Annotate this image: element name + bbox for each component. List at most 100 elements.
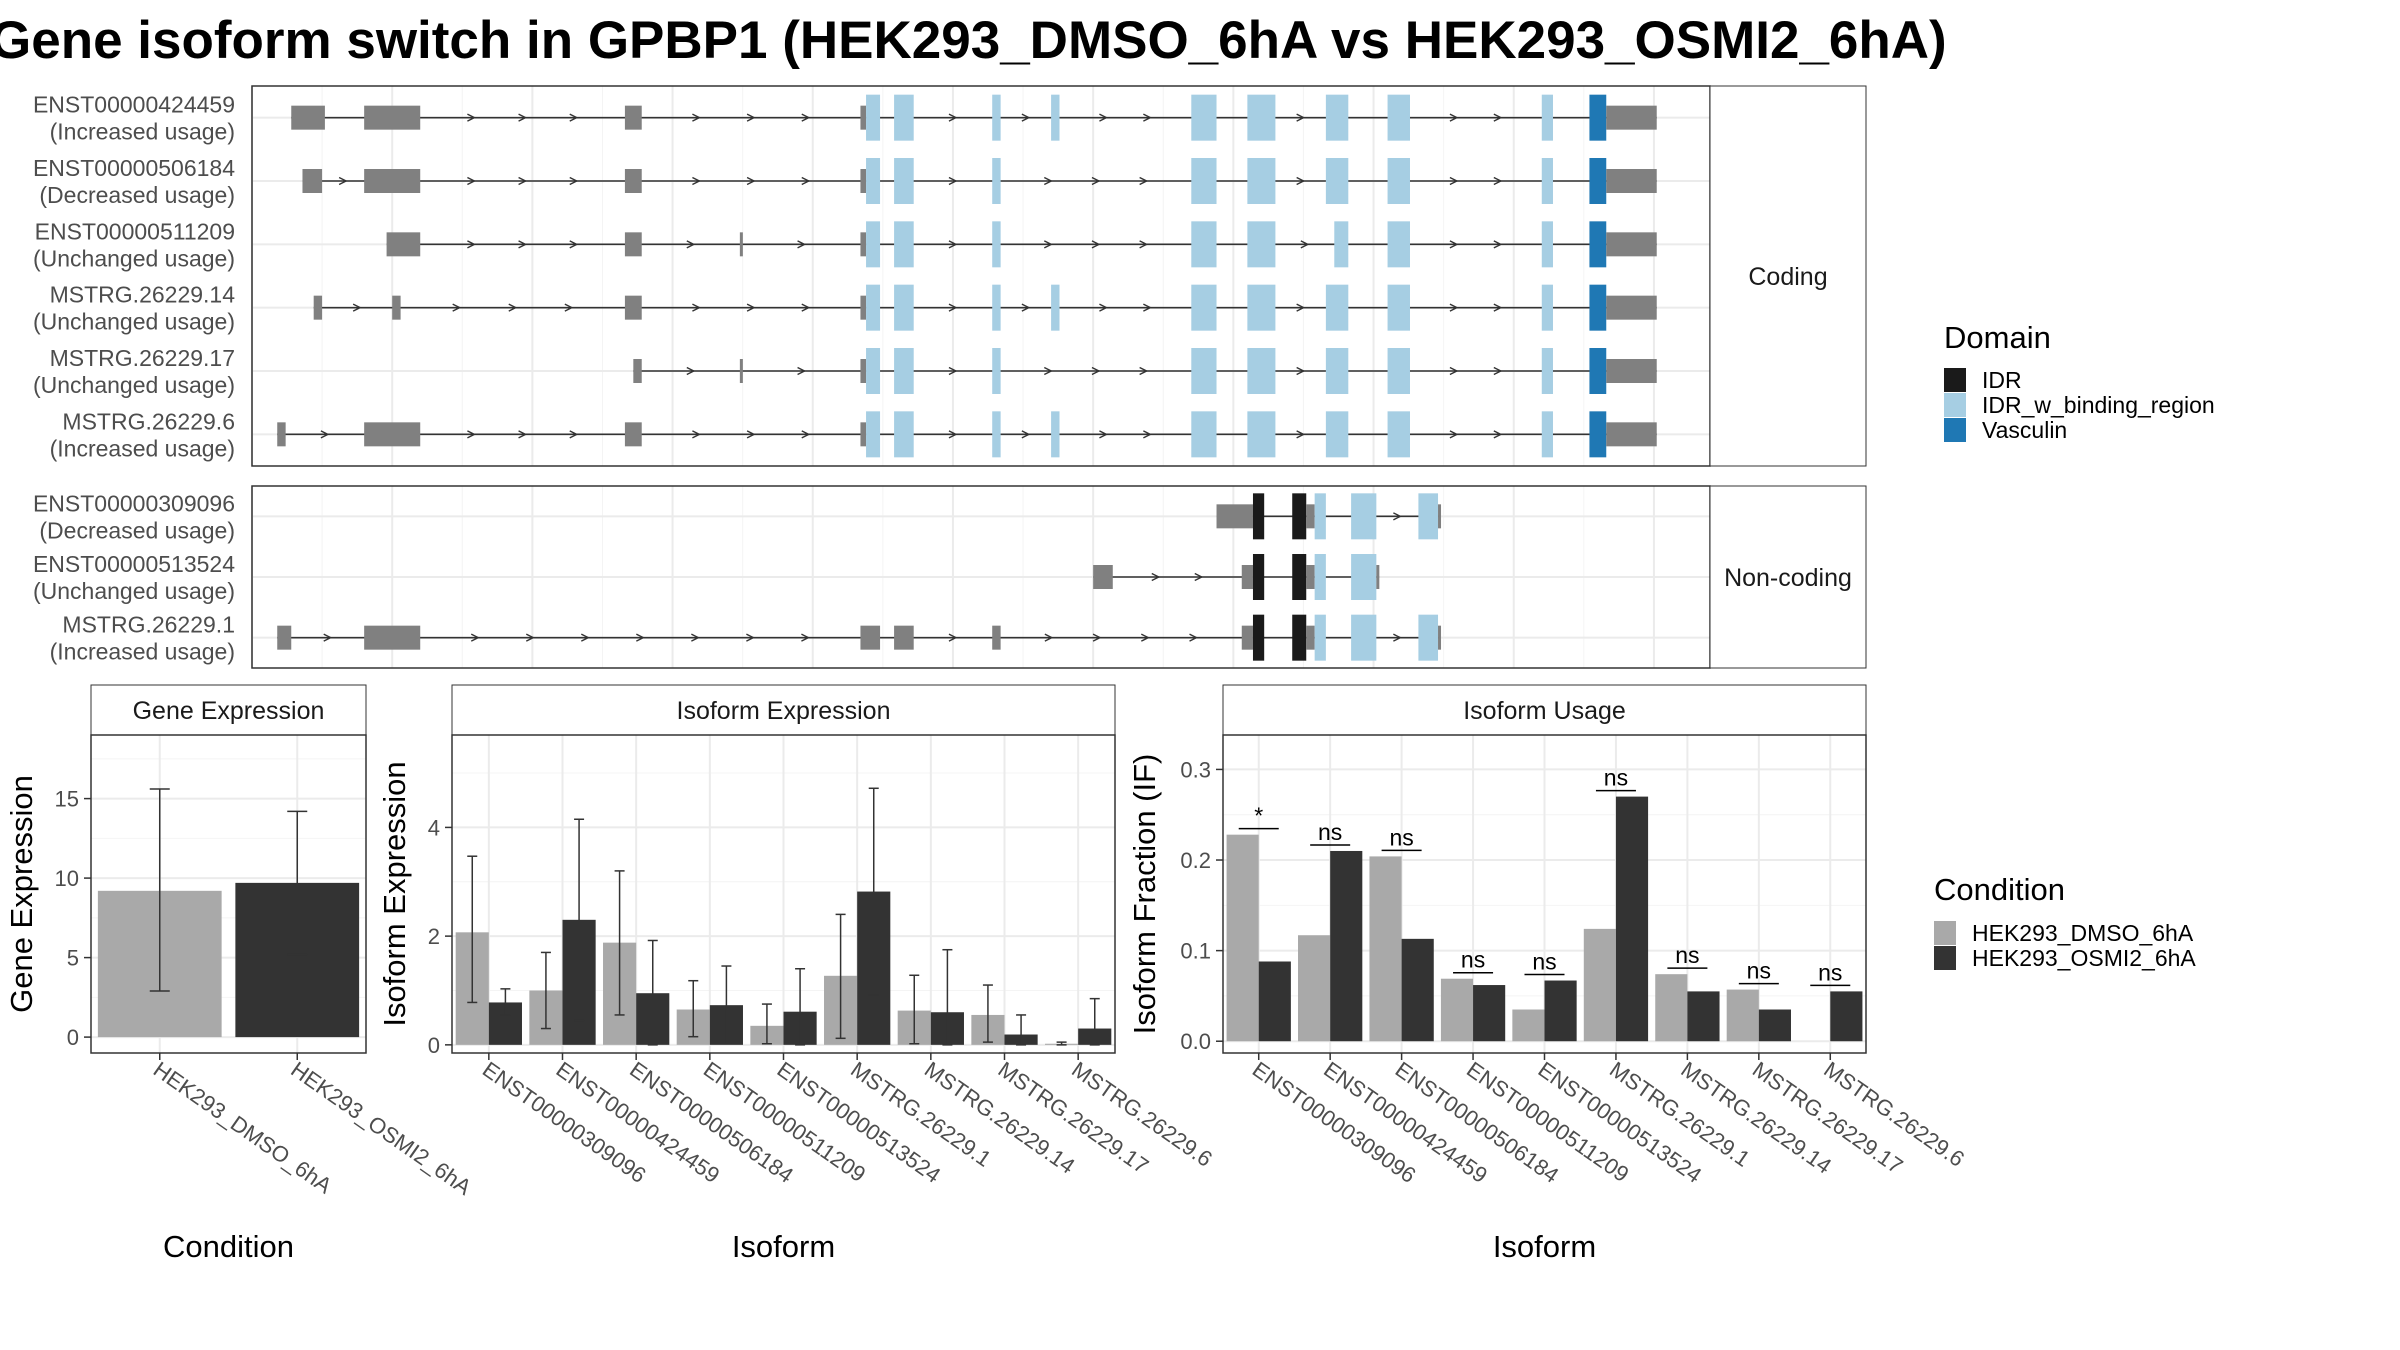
intron-arrow	[636, 633, 645, 642]
exon-exon	[1306, 625, 1315, 650]
significance-label: ns	[1318, 819, 1342, 845]
significance-label: ns	[1818, 959, 1842, 985]
exon-exon	[291, 105, 325, 130]
significance-label: *	[1254, 803, 1263, 829]
intron-arrow	[452, 303, 462, 312]
bar	[1298, 935, 1331, 1042]
intron-arrow	[1393, 633, 1402, 642]
intron-arrow	[797, 366, 807, 376]
exon-exon	[1376, 565, 1380, 589]
transcript-id-label: ENST00000513524	[33, 551, 235, 577]
exon-exon	[1606, 105, 1657, 130]
intron-arrow	[1296, 113, 1306, 122]
exon-exon	[277, 422, 286, 447]
exon-idr-w-binding-region	[1325, 158, 1349, 204]
exon-exon	[1606, 359, 1657, 383]
exon-idr-w-binding-region	[1541, 158, 1553, 204]
bar	[1655, 974, 1688, 1042]
intron-arrow	[1139, 176, 1149, 186]
intron-arrow	[948, 113, 958, 122]
y-tick-label: 0	[428, 1033, 440, 1058]
y-axis-title: Isoform Expression	[377, 761, 412, 1026]
exon-idr-w-binding-region	[894, 94, 914, 141]
exon-exon	[364, 105, 421, 130]
isoform-expression-panel: Isoform Expression024ENST00000309096ENST…	[377, 684, 1217, 1264]
intron-arrow	[564, 303, 574, 312]
intron-arrow	[746, 430, 756, 439]
exon-idr	[1252, 614, 1265, 661]
exon-exon	[1093, 565, 1113, 589]
bar	[1544, 980, 1577, 1042]
exon-idr-w-binding-region	[1325, 411, 1349, 458]
bar	[1330, 850, 1363, 1042]
exon-vasculin	[1589, 221, 1607, 268]
y-tick-label: 4	[428, 815, 440, 840]
bar	[1473, 985, 1506, 1042]
exon-idr-w-binding-region	[1247, 94, 1276, 141]
bar	[1226, 834, 1259, 1042]
intron-arrow	[1099, 303, 1108, 312]
panel-strip	[1222, 684, 1867, 736]
exon-idr	[1292, 493, 1307, 540]
exon-idr-w-binding-region	[1387, 411, 1410, 458]
y-tick-label: 0	[67, 1025, 79, 1050]
bar	[1687, 991, 1720, 1042]
intron-arrow	[1449, 430, 1459, 439]
exon-idr-w-binding-region	[1418, 614, 1439, 661]
intron-arrow	[518, 176, 528, 186]
intron-arrow	[1300, 240, 1310, 249]
intron-arrow	[692, 303, 701, 312]
intron-arrow	[948, 430, 958, 439]
exon-vasculin	[1589, 158, 1607, 204]
exon-idr-w-binding-region	[1541, 348, 1553, 394]
exon-idr-w-binding-region	[1191, 284, 1217, 331]
intron-arrow	[1194, 572, 1204, 582]
intron-arrow	[692, 430, 701, 439]
bar	[1258, 961, 1291, 1042]
transcript-usage-label: (Increased usage)	[50, 639, 235, 665]
exon-idr-w-binding-region	[1247, 221, 1276, 268]
intron-arrow	[338, 176, 348, 186]
exon-idr-w-binding-region	[1051, 411, 1060, 458]
intron-arrow	[692, 176, 701, 186]
bar	[1726, 989, 1759, 1042]
exon-idr-w-binding-region	[1247, 411, 1276, 458]
condition-legend-key	[1934, 946, 1956, 970]
intron-arrow	[1043, 240, 1053, 249]
bar	[1830, 991, 1863, 1042]
panel-strip-label: Isoform Expression	[677, 697, 891, 725]
x-axis-title: Isoform	[1493, 1229, 1596, 1264]
exon-exon	[1306, 504, 1315, 529]
exon-exon	[860, 359, 867, 383]
y-tick-label: 0.1	[1180, 939, 1211, 964]
intron-arrow	[1021, 430, 1031, 439]
exon-idr-w-binding-region	[1191, 411, 1217, 458]
exon-idr-w-binding-region	[992, 158, 1001, 204]
intron-arrow	[801, 430, 811, 439]
exon-idr-w-binding-region	[866, 411, 881, 458]
transcript-id-label: MSTRG.26229.14	[50, 282, 236, 308]
intron-arrow	[1140, 633, 1150, 642]
bar	[1615, 796, 1649, 1042]
intron-arrow	[746, 303, 756, 312]
x-axis-title: Isoform	[732, 1229, 835, 1264]
intron-arrow	[1143, 113, 1152, 122]
y-tick-label: 5	[67, 946, 79, 971]
exon-exon	[624, 422, 642, 447]
facet-strip	[1709, 485, 1867, 669]
intron-arrow	[1099, 430, 1108, 439]
exon-idr-w-binding-region	[1191, 158, 1217, 204]
intron-arrow	[1092, 633, 1102, 642]
significance-label: ns	[1532, 949, 1556, 975]
intron-arrow	[692, 113, 701, 122]
exon-exon	[277, 625, 292, 650]
domain-legend-label: IDR	[1982, 367, 2022, 393]
intron-arrow	[569, 240, 579, 249]
transcript-id-label: ENST00000424459	[33, 92, 235, 118]
exon-vasculin	[1589, 94, 1607, 141]
domain-legend-label: IDR_w_binding_region	[1982, 392, 2215, 418]
intron-arrow	[1493, 366, 1503, 376]
transcript-usage-label: (Unchanged usage)	[33, 309, 235, 335]
intron-arrow	[352, 303, 362, 312]
